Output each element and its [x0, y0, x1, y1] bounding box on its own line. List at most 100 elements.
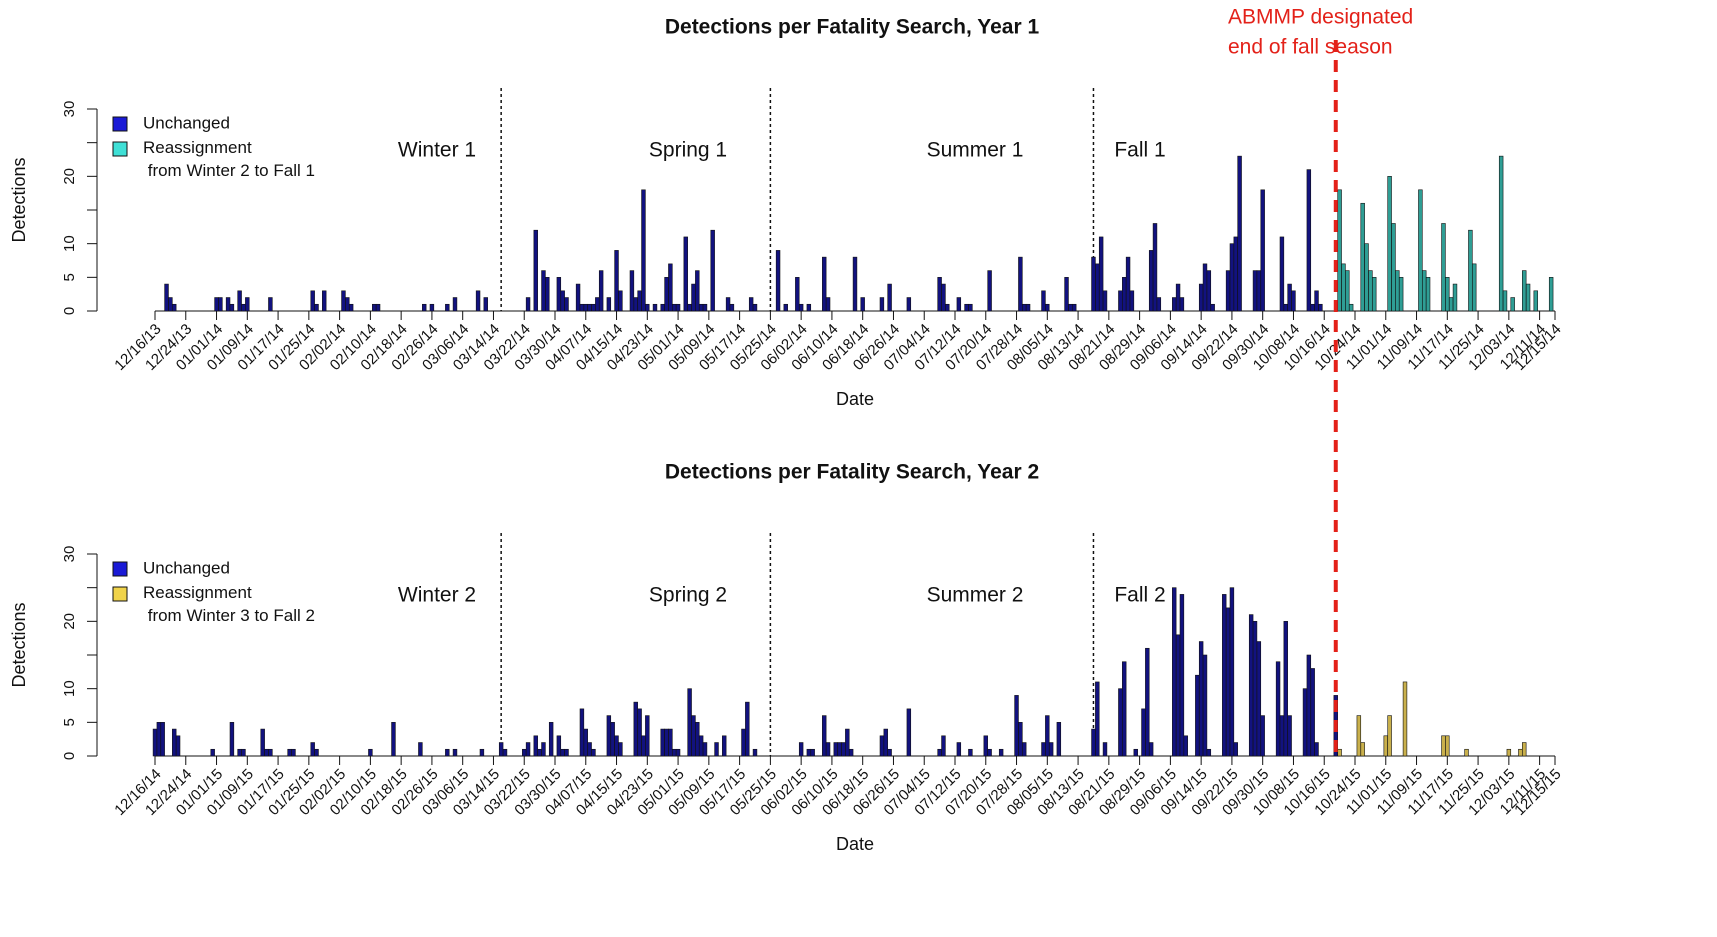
- bar: [748, 297, 754, 312]
- bar: [810, 748, 815, 757]
- bar: [822, 256, 827, 312]
- bar: [998, 748, 1004, 757]
- bar: [795, 277, 800, 312]
- bar: [1368, 270, 1373, 312]
- bar: [941, 283, 946, 312]
- bar: [1310, 668, 1315, 757]
- bar: [637, 290, 642, 312]
- bar: [1441, 223, 1446, 312]
- bar: [1525, 283, 1531, 312]
- bar: [375, 303, 381, 312]
- annotation: ABMMP designated: [1228, 6, 1413, 29]
- bar: [1510, 297, 1515, 312]
- y-tick-label: 10: [61, 235, 78, 252]
- bar: [537, 748, 542, 757]
- bar: [614, 735, 619, 757]
- season-label: Winter 2: [398, 584, 476, 607]
- bar: [1233, 236, 1238, 312]
- bar: [1522, 270, 1527, 312]
- bar: [783, 303, 788, 312]
- bar: [1383, 735, 1388, 757]
- bar: [429, 303, 435, 312]
- bar: [525, 742, 531, 757]
- bar: [629, 270, 635, 312]
- bar: [287, 748, 292, 757]
- season-label: Summer 1: [927, 139, 1024, 162]
- bar: [1256, 641, 1262, 757]
- bar: [664, 277, 669, 312]
- bar: [1364, 243, 1369, 312]
- bar: [641, 189, 646, 312]
- x-axis-title: Date: [836, 834, 874, 854]
- bar: [1175, 634, 1181, 757]
- bar: [1175, 283, 1181, 312]
- bar: [1498, 155, 1504, 312]
- bar: [675, 748, 681, 757]
- bar: [672, 303, 677, 312]
- bar: [1260, 715, 1265, 757]
- bar: [1306, 169, 1312, 312]
- bar: [452, 748, 458, 757]
- bar: [879, 297, 885, 312]
- bar: [1225, 607, 1231, 757]
- bar: [575, 283, 581, 312]
- bar: [475, 290, 481, 312]
- bar: [172, 303, 177, 312]
- bar: [687, 688, 692, 757]
- bar: [806, 303, 812, 312]
- bar: [564, 297, 569, 312]
- bar: [1222, 594, 1227, 757]
- bar: [1022, 742, 1027, 757]
- bar: [225, 297, 231, 312]
- chart-title: Detections per Fatality Search, Year 1: [665, 16, 1040, 39]
- bar: [422, 303, 427, 312]
- bar: [710, 229, 715, 312]
- bar: [533, 735, 538, 757]
- season-label: Spring 1: [649, 139, 727, 162]
- bar: [687, 303, 692, 312]
- bar: [345, 297, 350, 312]
- bar: [556, 735, 562, 757]
- bar: [945, 303, 950, 312]
- bar: [1372, 277, 1377, 312]
- bar: [391, 722, 396, 757]
- bar: [314, 748, 319, 757]
- bar: [702, 742, 708, 757]
- bar: [1387, 176, 1392, 312]
- bar: [152, 728, 158, 757]
- bar: [1448, 297, 1454, 312]
- bar: [445, 303, 450, 312]
- bar: [695, 270, 700, 312]
- bar: [591, 303, 596, 312]
- bar: [541, 742, 546, 757]
- bar: [637, 708, 642, 757]
- bar: [825, 297, 831, 312]
- bar: [668, 728, 673, 757]
- bar: [452, 297, 458, 312]
- bar: [941, 735, 946, 757]
- bar: [956, 742, 962, 757]
- bar: [175, 735, 181, 757]
- bar: [418, 742, 423, 757]
- bar: [1064, 277, 1069, 312]
- bar: [852, 256, 858, 312]
- bar: [1202, 263, 1208, 312]
- bar: [1522, 742, 1527, 757]
- bar: [1287, 283, 1292, 312]
- bar: [906, 708, 912, 757]
- legend-swatch: [112, 141, 128, 157]
- bar: [1395, 270, 1400, 312]
- bar: [1133, 748, 1138, 757]
- bar: [1237, 155, 1242, 312]
- bar: [579, 708, 585, 757]
- annotation: end of fall season: [1228, 36, 1393, 59]
- bar: [1068, 303, 1073, 312]
- bar: [1183, 735, 1188, 757]
- bar: [672, 748, 677, 757]
- y-axis-title: Detections: [9, 602, 29, 687]
- legend-label: Reassignment from Winter 2 to Fall 1: [143, 138, 315, 180]
- bar: [1248, 614, 1254, 757]
- season-label: Fall 1: [1114, 139, 1165, 162]
- bar: [1172, 297, 1177, 312]
